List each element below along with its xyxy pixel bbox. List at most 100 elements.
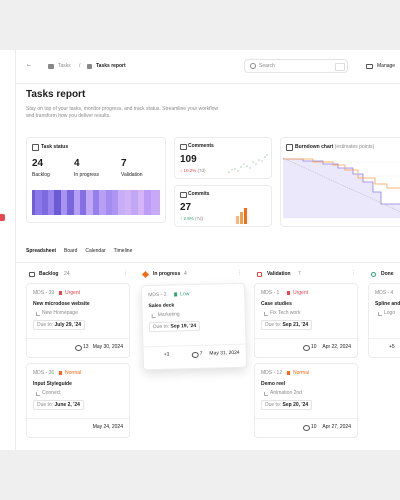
created-date: May 30, 2024: [92, 344, 123, 350]
tab[interactable]: Board: [64, 248, 78, 254]
breadcrumb-current: Tasks report: [96, 63, 126, 69]
project: Logo: [384, 310, 396, 316]
breadcrumb-link[interactable]: Tasks: [58, 63, 71, 69]
project: Marketing: [157, 311, 180, 318]
task-card[interactable]: MDS - 39 Urgent New microdose website New H…: [26, 283, 130, 358]
card-title: Commits: [188, 191, 210, 197]
card-icon: [286, 144, 293, 151]
status-stripe: [147, 190, 151, 215]
status-stripe: [67, 190, 71, 215]
status-stripe: [80, 190, 84, 215]
status-stripe: [118, 190, 122, 215]
status-stripe: [140, 190, 145, 215]
column-count: 4: [184, 271, 187, 277]
project-icon: [264, 312, 268, 316]
priority-flag: [59, 291, 62, 295]
manage-button[interactable]: Manage: [377, 63, 396, 69]
status-stripe: [131, 190, 135, 215]
status-stripe: [76, 190, 81, 215]
comment-icon: [303, 345, 310, 351]
status-stripe: [134, 190, 138, 215]
burndown-card: Burndown chart (estimates points): [280, 137, 400, 227]
priority-flag: [287, 371, 290, 375]
comments-change: ↓ 10.2% (7d): [180, 168, 206, 173]
sidebar-badge: [0, 214, 5, 221]
task-card[interactable]: MDS - 2 Low Sales deck Marketing Due to: Sep…: [140, 282, 248, 371]
report-icon: [87, 64, 92, 69]
status-stripe: [35, 190, 39, 215]
task-card[interactable]: MDS - 4 Spline and Logo +5: [368, 283, 400, 358]
status-stripe: [60, 190, 65, 215]
project: Animation 2nd: [270, 390, 302, 396]
burndown-subtitle: (estimates points): [334, 144, 375, 150]
column-menu[interactable]: ⋮: [237, 270, 242, 276]
board: Backlog 24 ⋮ MDS - 39 Urgent New microdose we…: [0, 262, 400, 450]
status-stripe: [99, 190, 103, 215]
stat-label: Backlog: [32, 172, 50, 178]
status-stripe: [105, 190, 109, 215]
view-tabs: Spreadsheet Board Calendar Timeline: [26, 248, 132, 254]
due-value: Sep 21, '24: [282, 322, 309, 328]
status-stripe: [89, 190, 93, 215]
column-menu[interactable]: ⋮: [123, 270, 128, 276]
task-id: MDS - 2: [148, 291, 167, 299]
page-description: Stay on top of your tasks, monitor progr…: [26, 106, 219, 119]
task-title: Case studies: [261, 301, 292, 307]
task-id: MDS - 1: [261, 290, 280, 296]
task-id: MDS - 36: [33, 370, 55, 376]
priority-flag: [59, 371, 62, 375]
priority: Normal: [293, 370, 310, 376]
tab[interactable]: Calendar: [85, 248, 106, 254]
due-value: Sep 19, '24: [170, 322, 197, 330]
column-name: Validation: [267, 271, 291, 277]
status-stripe: [38, 190, 42, 215]
status-stripe: [112, 190, 116, 215]
status-stripe: [54, 190, 58, 215]
avatar-more: +5: [389, 344, 395, 350]
due-date: Due to: Sep 20, '24: [261, 400, 313, 410]
task-id: MDS - 4: [375, 290, 394, 296]
status-stripe: [137, 190, 141, 215]
comment-count: 10: [311, 344, 317, 350]
back-button[interactable]: ←: [26, 62, 32, 68]
card-icon: [32, 144, 39, 151]
change-value: 10.2%: [183, 168, 197, 173]
column-menu[interactable]: ⋮: [351, 270, 356, 276]
created-date: Apr 27, 2024: [322, 424, 351, 430]
task-title: Sales deck: [148, 302, 175, 310]
tab[interactable]: Timeline: [113, 248, 133, 254]
stat-label: Validation: [121, 172, 143, 178]
task-card[interactable]: MDS - 36 Normal Input Styleguide Connect Due…: [26, 363, 130, 438]
created-date: Apr 22, 2024: [322, 344, 351, 350]
due-label: Due to:: [265, 402, 282, 408]
task-title: Spline and: [375, 301, 400, 307]
status-stripe: [115, 190, 119, 215]
board-divider: [15, 262, 400, 263]
project-icon: [378, 312, 382, 316]
column-icon: [371, 272, 376, 277]
card-title: Task status: [41, 144, 69, 150]
task-card[interactable]: MDS - 12 Normal Demo reel Animation 2nd Due …: [254, 363, 358, 438]
due-value: June 2, '24: [54, 402, 80, 408]
status-stripe: [92, 190, 97, 215]
priority-flag: [174, 292, 178, 297]
burndown-chart: [283, 157, 400, 219]
due-date: Due to: Sep 19, '24: [148, 320, 201, 333]
task-card[interactable]: MDS - 1 Urgent Case studies Fix Tech work Du…: [254, 283, 358, 358]
status-stripe: [83, 190, 87, 215]
priority: Urgent: [65, 290, 81, 296]
comment-icon: [191, 351, 199, 359]
due-value: July 29, '24: [54, 322, 81, 328]
tab[interactable]: Spreadsheet: [26, 248, 57, 254]
project-icon: [151, 313, 156, 319]
due-date: Due to: July 29, '24: [33, 320, 85, 330]
comment-icon: [75, 345, 82, 351]
status-stripe: [73, 190, 77, 215]
stat-value: 4: [74, 158, 80, 169]
comment-count: 7: [199, 350, 203, 357]
search-box[interactable]: Search: [244, 59, 348, 73]
status-stripe: [57, 190, 61, 215]
status-stripe: [32, 190, 36, 215]
commits-minichart: [236, 208, 247, 224]
column-name: In progress: [153, 271, 181, 277]
